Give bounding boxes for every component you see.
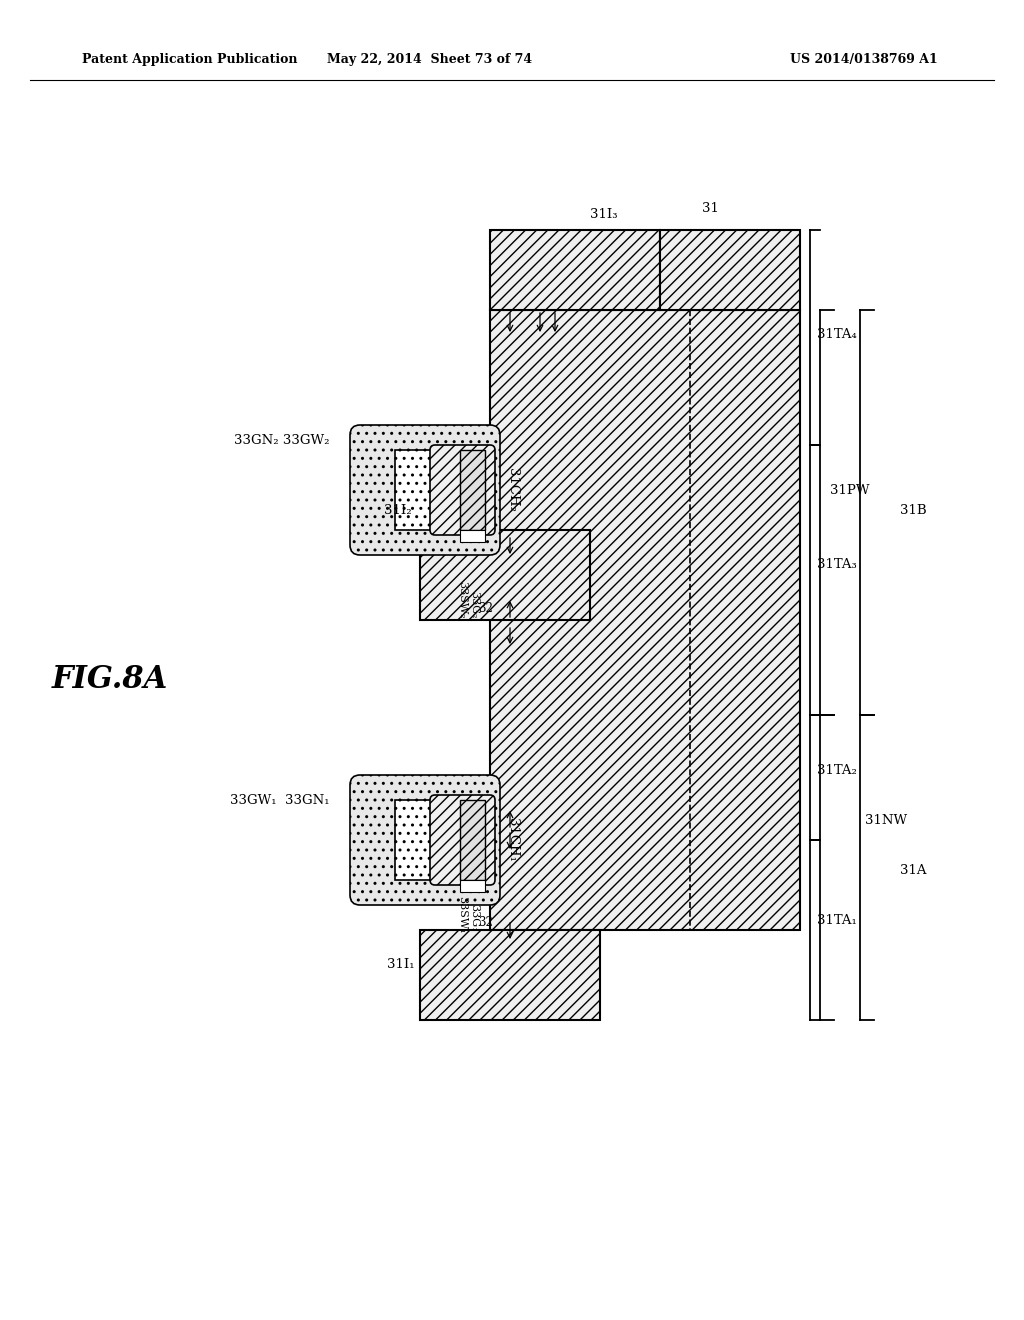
Bar [395,800,485,880]
Text: 31TA₄: 31TA₄ [817,329,857,342]
FancyBboxPatch shape [350,775,500,906]
Bar [490,310,800,931]
Text: 31I₂: 31I₂ [384,503,412,516]
Text: 31I₁: 31I₁ [387,958,415,972]
Text: FIG.8A: FIG.8A [52,664,168,696]
Text: 32: 32 [478,602,494,615]
Bar [420,531,590,620]
Bar [490,230,660,310]
Text: 31TA₂: 31TA₂ [817,763,857,776]
Text: 31B: 31B [900,503,927,516]
Bar [460,800,485,880]
Bar [660,230,800,310]
FancyBboxPatch shape [430,795,495,884]
Bar [460,531,485,543]
Text: 33GN₂ 33GW₂: 33GN₂ 33GW₂ [234,433,330,446]
Bar [460,880,485,892]
Bar [420,931,600,1020]
Text: US 2014/0138769 A1: US 2014/0138769 A1 [790,54,938,66]
Text: 33G₁: 33G₁ [469,904,479,932]
Text: 31: 31 [701,202,719,214]
FancyBboxPatch shape [430,445,495,535]
Text: 33GW₁  33GN₁: 33GW₁ 33GN₁ [230,793,330,807]
Text: May 22, 2014  Sheet 73 of 74: May 22, 2014 Sheet 73 of 74 [328,54,532,66]
Text: 33SW₁: 33SW₁ [457,896,467,933]
Text: 31TA₁: 31TA₁ [817,913,857,927]
Text: 31I₃: 31I₃ [590,209,617,222]
Text: 31PW: 31PW [830,483,869,496]
Text: 33SW₂: 33SW₂ [457,581,467,619]
Text: 31NW: 31NW [865,813,907,826]
Text: Patent Application Publication: Patent Application Publication [82,54,298,66]
Text: 33G₂: 33G₂ [469,591,479,619]
Text: 31TA₃: 31TA₃ [817,558,857,572]
Bar [395,450,485,531]
FancyBboxPatch shape [350,425,500,554]
Text: 31A: 31A [900,863,927,876]
Text: 31CH₂: 31CH₂ [506,469,518,512]
Text: 31CH₁: 31CH₁ [506,818,518,862]
Bar [460,450,485,531]
Text: 32: 32 [478,916,494,928]
